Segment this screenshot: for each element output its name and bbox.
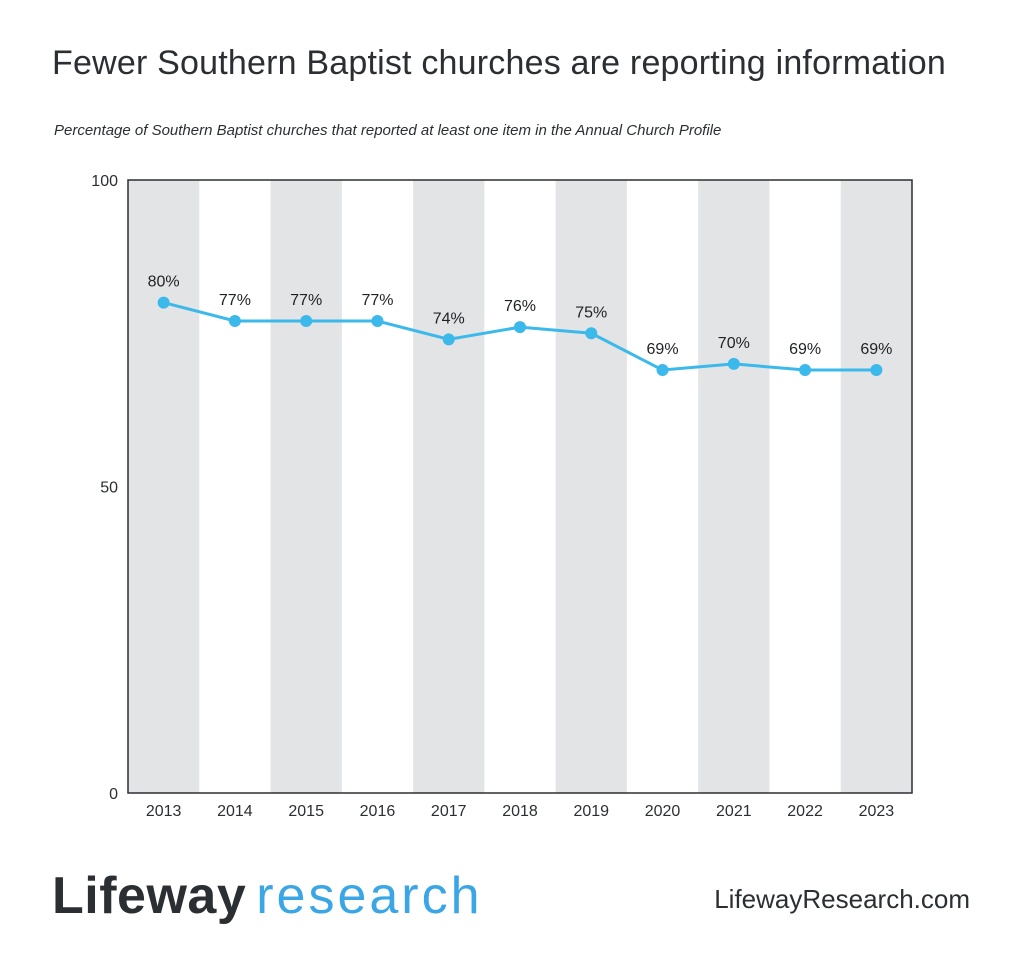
data-label: 77% [361,292,393,309]
x-tick-label: 2020 [645,803,681,820]
x-tick-label: 2014 [217,803,253,820]
data-label: 69% [789,341,821,358]
column-stripe [413,180,485,793]
x-axis-ticks: 2013 2014 2015 2016 2017 2018 2019 2020 2021 2022… [146,803,894,820]
data-point [585,327,598,340]
data-point [442,333,455,346]
x-tick-label: 2017 [431,803,467,820]
y-tick-label: 0 [109,786,118,803]
x-tick-label: 2023 [859,803,895,820]
x-tick-label: 2016 [360,803,396,820]
x-tick-label: 2021 [716,803,752,820]
data-point [514,321,526,334]
column-stripes [128,180,912,793]
brand-name-light: research [256,867,483,925]
data-point [300,314,313,327]
x-tick-label: 2022 [787,803,823,820]
column-stripe [128,180,200,793]
data-point [870,364,883,377]
column-stripe [698,180,770,793]
chart-title: Fewer Southern Baptist churches are repo… [52,44,946,82]
x-tick-label: 2018 [502,803,538,820]
y-axis-ticks: 0 50 100 [91,173,118,803]
brand-logo: Lifeway research [52,866,483,926]
website-link[interactable]: LifewayResearch.com [714,884,970,914]
data-label: 69% [860,341,892,358]
data-point [157,296,170,309]
column-stripe [840,180,912,793]
data-labels: 80% 77% 77% 77% 74% 76% 75% 69% 70% 69% 69% [148,274,893,358]
x-tick-label: 2015 [288,803,324,820]
data-point [799,364,812,377]
brand-name-bold: Lifeway [52,867,247,925]
data-label: 76% [504,298,536,315]
data-point [228,314,241,327]
data-point [656,364,669,377]
column-stripe [555,180,627,793]
y-tick-label: 50 [100,480,118,497]
plot-frame [127,179,913,794]
x-tick-label: 2013 [146,803,182,820]
data-label: 74% [433,310,465,327]
chart-subtitle: Percentage of Southern Baptist churches … [54,122,722,139]
data-label: 80% [148,274,180,291]
data-label: 77% [290,292,322,309]
data-label: 69% [647,341,679,358]
data-point [727,357,740,370]
data-label: 77% [219,292,251,309]
data-label: 75% [575,304,607,321]
column-stripe [270,180,342,793]
data-points [157,296,883,377]
data-point [371,314,384,327]
y-tick-label: 100 [91,173,118,190]
x-tick-label: 2019 [573,803,609,820]
data-label: 70% [718,335,750,352]
